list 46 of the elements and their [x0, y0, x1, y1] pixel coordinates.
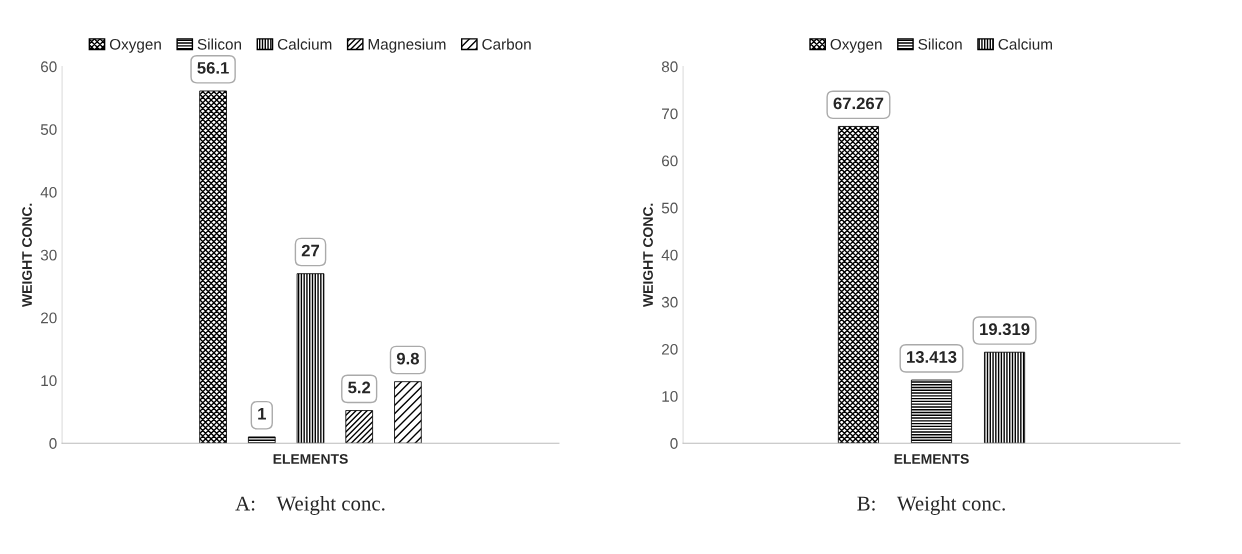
y-tick-label: 30	[40, 249, 57, 261]
x-axis-title: ELEMENTS	[894, 453, 969, 464]
y-tick-label: 40	[40, 186, 57, 198]
x-axis-title: ELEMENTS	[273, 453, 348, 464]
data-label: 56.1	[197, 61, 229, 74]
legend-label: Silicon	[197, 38, 241, 50]
data-label: 19.319	[980, 323, 1030, 336]
y-tick-label: 80	[661, 61, 678, 73]
bar	[910, 379, 953, 444]
y-axis-title: WEIGHT CONC.	[643, 203, 653, 307]
y-tick-label: 50	[40, 124, 57, 135]
legend-label: Silicon	[918, 38, 962, 50]
y-tick-label: 0	[49, 438, 57, 449]
bar	[984, 351, 1026, 444]
legend-label: Calcium	[277, 38, 332, 50]
y-tick-label: 20	[662, 343, 678, 355]
legend-label: Oxygen	[830, 38, 882, 53]
data-label: 13.413	[907, 351, 957, 363]
y-tick-label: 20	[41, 312, 57, 324]
bar	[296, 273, 325, 444]
bar	[247, 436, 276, 444]
y-tick-label: 60	[41, 61, 57, 73]
legend-label: Carbon	[482, 38, 531, 50]
text: B: Weight conc.	[857, 495, 1005, 515]
legend-label: Calcium	[998, 38, 1052, 50]
y-tick-label: 70	[662, 108, 678, 120]
y-tick-label: 60	[662, 155, 678, 167]
data-label: 67.267	[833, 97, 884, 110]
legend-label: Oxygen	[109, 38, 161, 53]
y-tick-label: 10	[662, 390, 678, 402]
y-tick-label: 50	[661, 202, 678, 214]
y-tick-label: 0	[670, 438, 678, 449]
data-label: 27	[301, 244, 320, 257]
y-tick-label: 30	[661, 296, 678, 308]
text: A: Weight conc.	[235, 495, 385, 515]
data-label: 9.8	[396, 352, 419, 365]
y-axis-title: WEIGHT CONC.	[22, 203, 32, 307]
legend-label: Magnesium	[368, 38, 446, 53]
bar	[394, 381, 422, 444]
y-tick-label: 10	[41, 375, 57, 387]
data-label: 1	[258, 408, 266, 420]
y-tick-label: 40	[661, 249, 678, 261]
bar	[345, 410, 374, 444]
data-label: 5.2	[348, 381, 371, 394]
bar	[837, 126, 879, 444]
bar	[199, 90, 227, 444]
